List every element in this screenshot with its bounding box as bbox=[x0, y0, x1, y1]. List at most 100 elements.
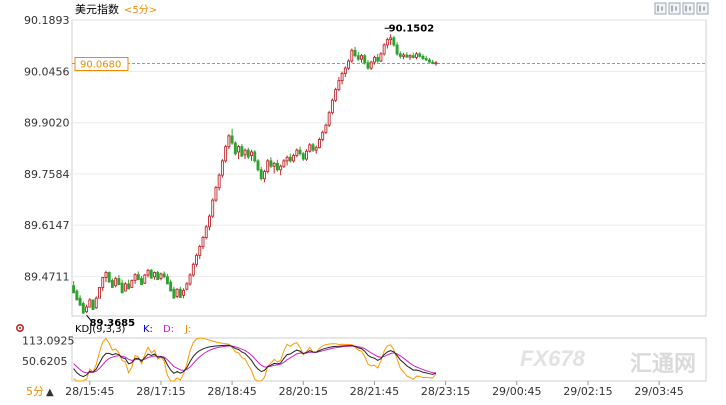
main-y-tick-label: 90.1893 bbox=[24, 14, 70, 27]
kdj-y-tick-label: 50.6205 bbox=[22, 355, 68, 368]
candle-down bbox=[366, 62, 370, 69]
candle-up bbox=[85, 306, 89, 313]
candle-down bbox=[120, 282, 124, 294]
x-tick-label: 28/21:45 bbox=[350, 385, 399, 398]
candle-up bbox=[130, 279, 134, 288]
candle-up bbox=[314, 147, 318, 151]
settings-icon[interactable] bbox=[696, 2, 709, 15]
current-price-line: 90.0680 bbox=[72, 57, 706, 72]
candle-down bbox=[418, 53, 422, 57]
candle-down bbox=[288, 156, 292, 162]
x-tick-label: 29/02:15 bbox=[563, 385, 612, 398]
header-icons bbox=[654, 2, 709, 15]
main-y-tick-label: 89.4711 bbox=[24, 270, 70, 283]
candle-down bbox=[253, 151, 257, 162]
candle-down bbox=[156, 272, 160, 281]
price-annotations: 90.1502 89.3685 bbox=[86, 23, 435, 329]
candle-up bbox=[343, 67, 347, 74]
candle-up bbox=[263, 171, 266, 180]
x-tick-label: 28/15:45 bbox=[65, 385, 114, 398]
candle-up bbox=[389, 37, 393, 41]
candle-up bbox=[372, 56, 376, 63]
candle-down bbox=[140, 278, 143, 286]
candle-down bbox=[424, 58, 428, 61]
candle-up bbox=[224, 146, 228, 162]
candle-up bbox=[204, 226, 208, 238]
candle-down bbox=[353, 49, 357, 57]
candle-up bbox=[191, 263, 195, 276]
candle-down bbox=[127, 283, 131, 290]
candle-up bbox=[98, 287, 101, 299]
candle-down bbox=[431, 61, 435, 64]
candle-down bbox=[275, 162, 279, 171]
candle-down bbox=[392, 37, 396, 46]
kdj-j-label: J: bbox=[184, 324, 191, 335]
indicator-settings-icon[interactable] bbox=[15, 323, 24, 332]
kdj-k-line bbox=[73, 344, 437, 378]
candle-down bbox=[165, 276, 169, 285]
candle-up bbox=[133, 274, 137, 281]
main-y-tick-label: 89.9020 bbox=[24, 117, 70, 130]
main-y-tick-label: 90.0456 bbox=[24, 65, 70, 78]
candle-down bbox=[117, 278, 121, 286]
candle-down bbox=[149, 269, 153, 279]
candle-up bbox=[182, 289, 186, 296]
candle-up bbox=[295, 149, 299, 156]
main-y-tick-label: 89.6147 bbox=[24, 219, 70, 232]
main-grid bbox=[72, 19, 706, 277]
current-price-box bbox=[74, 57, 129, 72]
candle-down bbox=[110, 279, 114, 288]
low-annotation: 89.3685 bbox=[90, 318, 136, 329]
kdj-y-axis: 113.0925 50.6205 bbox=[22, 334, 75, 368]
candle-down bbox=[421, 55, 425, 59]
candle-down bbox=[91, 299, 95, 311]
low-marker bbox=[86, 314, 92, 322]
candle-up bbox=[334, 89, 338, 101]
candle-up bbox=[195, 254, 198, 265]
candle-up bbox=[369, 61, 373, 69]
candle-up bbox=[237, 146, 241, 153]
kdj-indicator-label: KDJ(9,3,3) bbox=[75, 324, 126, 335]
export-icon[interactable] bbox=[682, 2, 695, 15]
candle-up bbox=[382, 44, 386, 55]
chart-header: 美元指数 <5分> bbox=[75, 2, 709, 16]
high-annotation: 90.1502 bbox=[389, 23, 435, 34]
candle-down bbox=[405, 54, 409, 58]
candle-down bbox=[363, 55, 367, 64]
candle-down bbox=[427, 59, 431, 63]
candle-up bbox=[324, 124, 328, 133]
candle-up bbox=[360, 55, 363, 60]
candle-up bbox=[198, 246, 202, 256]
candle-up bbox=[285, 156, 289, 162]
candle-down bbox=[72, 285, 76, 294]
candle-up bbox=[227, 135, 231, 148]
candle-up bbox=[337, 80, 341, 90]
period-arrow-icon[interactable]: ▲ bbox=[46, 387, 54, 398]
candle-up bbox=[279, 165, 283, 171]
candle-up bbox=[159, 273, 163, 280]
main-y-tick-label: 89.7584 bbox=[24, 168, 70, 181]
x-tick-label: 29/03:45 bbox=[634, 385, 683, 398]
candle-up bbox=[201, 237, 205, 247]
candle-down bbox=[240, 146, 244, 157]
candle-up bbox=[217, 174, 221, 189]
candle-up bbox=[208, 215, 211, 228]
candle-up bbox=[385, 39, 389, 46]
candle-up bbox=[88, 299, 92, 308]
candle-up bbox=[143, 274, 147, 284]
candle-up bbox=[347, 60, 351, 69]
candle-down bbox=[356, 55, 360, 60]
x-tick-label: 28/17:15 bbox=[136, 385, 185, 398]
kline-icon[interactable] bbox=[654, 2, 667, 15]
x-axis: 28/15:45 28/17:15 28/18:45 28/20:15 28/21:45… bbox=[65, 381, 684, 398]
candle-down bbox=[395, 44, 399, 55]
candle-down bbox=[162, 273, 166, 278]
candle-up bbox=[292, 155, 296, 162]
line-icon[interactable] bbox=[668, 2, 681, 15]
candle-down bbox=[230, 135, 234, 144]
candle-up bbox=[350, 49, 354, 62]
candle-up bbox=[214, 187, 218, 201]
period-selector[interactable]: 5分 bbox=[26, 385, 44, 398]
x-tick-label: 29/00:45 bbox=[492, 385, 541, 398]
